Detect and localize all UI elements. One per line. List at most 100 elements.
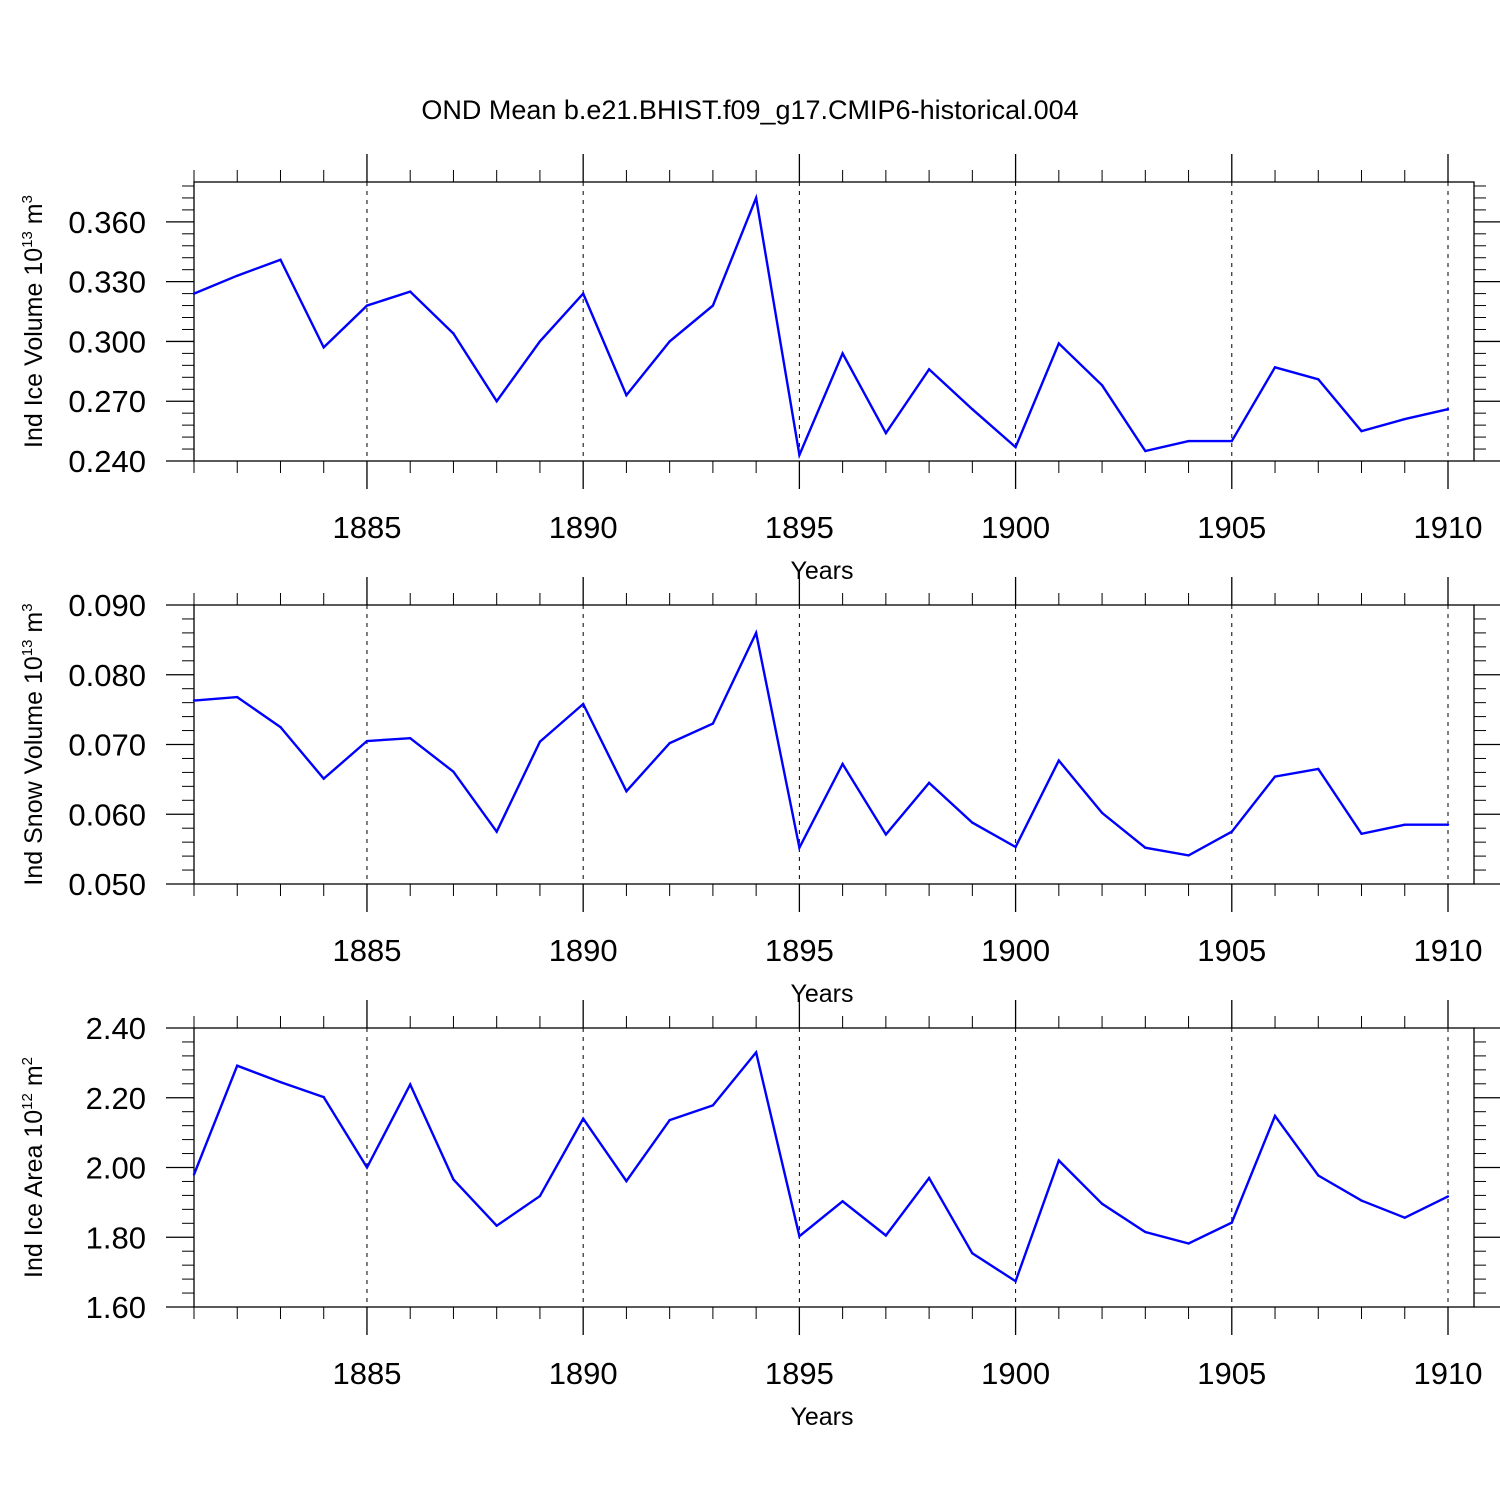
data-point — [192, 699, 196, 702]
data-point — [711, 722, 715, 725]
data-point — [625, 394, 628, 397]
data-point — [409, 290, 412, 293]
x-tick-label: 1910 — [1414, 933, 1483, 968]
data-point — [1014, 1279, 1017, 1283]
data-point — [1360, 832, 1363, 835]
data-point — [1403, 417, 1406, 421]
data-point — [452, 1178, 455, 1181]
data-point — [1187, 1242, 1190, 1245]
y-axis-label-text: Ind Ice Volume 10 — [20, 248, 48, 448]
plot-frame — [193, 604, 1475, 885]
series-line — [193, 193, 1449, 460]
x-tick-label: 1895 — [765, 510, 834, 545]
x-tick-label: 1905 — [1197, 1356, 1266, 1391]
data-point — [581, 1117, 585, 1120]
data-point — [279, 1080, 282, 1084]
data-point — [365, 739, 369, 743]
y-axis-label-text: m — [20, 612, 48, 640]
y-tick-label: 2.40 — [86, 1011, 146, 1046]
data-point — [538, 740, 542, 743]
data-point — [668, 1118, 671, 1122]
data-point — [1403, 1216, 1406, 1219]
x-tick-label: 1890 — [549, 510, 618, 545]
data-point — [409, 737, 412, 740]
data-point — [798, 846, 801, 849]
data-point — [1187, 439, 1190, 443]
y-tick-label: 0.090 — [68, 588, 146, 623]
data-point — [1273, 1114, 1277, 1118]
data-point — [1057, 1159, 1061, 1162]
data-point — [192, 1173, 196, 1176]
data-point — [1187, 854, 1190, 857]
data-point — [1014, 845, 1017, 849]
x-tick-label: 1890 — [549, 1356, 618, 1391]
y-axis-label: Ind Snow Volume 1013 m3 — [19, 603, 48, 885]
data-point — [927, 781, 931, 785]
data-point — [581, 702, 585, 706]
x-tick-label: 1885 — [332, 933, 401, 968]
y-tick-label: 0.330 — [68, 265, 146, 300]
y-tick-label: 2.20 — [86, 1081, 146, 1116]
y-axis-label: Ind Ice Area 1012 m2 — [19, 1057, 48, 1278]
data-point — [1317, 1174, 1320, 1177]
y-tick-label: 0.360 — [68, 205, 146, 240]
y-axis-label-superscript: 3 — [19, 195, 36, 203]
data-point — [279, 725, 282, 729]
y-axis-label-superscript: 12 — [19, 1093, 36, 1110]
data-point — [625, 790, 628, 793]
x-tick-label: 1910 — [1414, 510, 1483, 545]
y-axis-label-superscript: 3 — [19, 603, 36, 611]
data-point — [841, 1200, 844, 1203]
y-tick-label: 1.80 — [86, 1220, 146, 1255]
data-point — [971, 1252, 974, 1255]
data-point — [581, 292, 585, 295]
data-point — [927, 368, 931, 371]
series-line — [193, 629, 1448, 857]
data-point — [236, 274, 239, 277]
data-point — [754, 631, 758, 635]
x-tick-label: 1900 — [981, 1356, 1050, 1391]
data-point — [1446, 407, 1450, 411]
data-point — [1230, 1221, 1233, 1224]
data-point — [1317, 767, 1320, 771]
data-point — [1100, 1202, 1104, 1205]
data-point — [1230, 439, 1233, 443]
data-point — [1317, 378, 1320, 381]
x-tick-label: 1895 — [765, 933, 834, 968]
data-point — [625, 1179, 628, 1183]
data-point — [1100, 384, 1104, 387]
y-axis-label-text: Ind Snow Volume 10 — [20, 656, 48, 885]
data-point — [1057, 342, 1061, 345]
x-tick-label: 1905 — [1197, 933, 1266, 968]
data-point — [668, 741, 671, 745]
data-point — [798, 1235, 801, 1238]
x-tick-label: 1900 — [981, 510, 1050, 545]
data-point — [1403, 823, 1406, 826]
data-point — [236, 1064, 239, 1067]
data-point — [668, 340, 671, 343]
x-tick-label: 1900 — [981, 933, 1050, 968]
y-tick-label: 2.00 — [86, 1151, 146, 1186]
data-point — [1273, 366, 1277, 369]
x-axis-label: Years — [790, 557, 853, 585]
x-axis-label: Years — [790, 980, 853, 1008]
data-point — [1057, 759, 1061, 762]
data-point — [1360, 1199, 1363, 1202]
x-tick-label: 1910 — [1414, 1356, 1483, 1391]
data-point — [1144, 449, 1147, 453]
data-point — [409, 1083, 412, 1086]
x-tick-label: 1895 — [765, 1356, 834, 1391]
data-point — [754, 196, 758, 200]
y-tick-label: 1.60 — [86, 1290, 146, 1325]
data-point — [365, 304, 369, 307]
data-point — [1273, 775, 1277, 778]
data-point — [1360, 429, 1363, 433]
y-axis-label-superscript: 2 — [19, 1057, 36, 1065]
panel-1: 0.240 0.270 0.300 0.330 0.360 1885 1890 1895 190… — [19, 154, 1500, 585]
y-axis-label-text: m — [20, 203, 48, 231]
data-point — [322, 346, 325, 349]
data-point — [841, 762, 844, 766]
data-point — [1144, 846, 1147, 849]
data-point — [884, 431, 888, 435]
